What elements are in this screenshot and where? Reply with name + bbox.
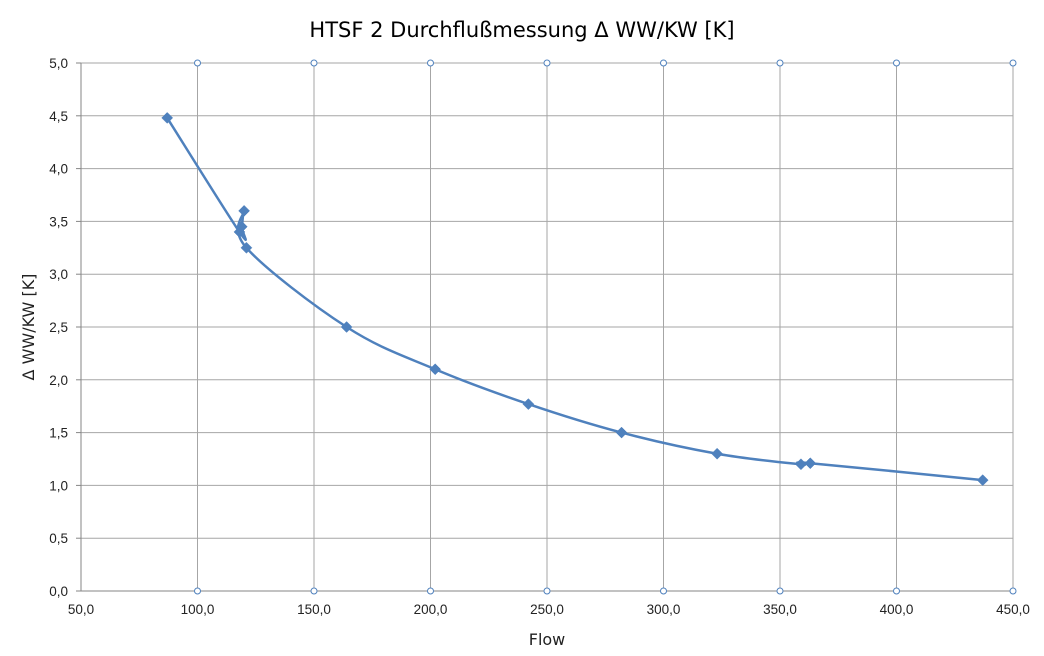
x-tick-label: 450,0	[996, 602, 1030, 617]
x-axis-title: Flow	[529, 630, 566, 649]
gridline-end-marker	[1009, 59, 1017, 67]
y-tick-label: 3,0	[49, 267, 68, 282]
data-point-marker	[795, 458, 807, 471]
x-tick-labels: 50,0 100,0 150,0 200,0 250,0 300,0 350,0 400,0 4…	[68, 602, 1030, 617]
gridline-end-marker	[660, 59, 667, 67]
y-tick-labels: 0,0 0,5 1,0 1,5 2,0 2,5 3,0 3,5 4,0 4,5 5,0	[49, 56, 68, 599]
gridline-end-marker	[1009, 587, 1017, 595]
data-point-marker	[804, 457, 817, 470]
chart-title: HTSF 2 Durchflußmessung Δ WW/KW [K]	[309, 18, 734, 42]
x-tick-label: 250,0	[530, 602, 564, 617]
y-tick-label: 4,0	[49, 162, 68, 177]
data-point-marker	[429, 363, 442, 376]
data-point-marker	[238, 204, 250, 217]
y-tick-label: 1,0	[49, 478, 68, 493]
data-point-marker	[240, 241, 253, 254]
gridline-end-marker	[543, 587, 551, 595]
gridline-end-marker	[427, 587, 434, 595]
x-tick-label: 400,0	[880, 602, 914, 617]
grid	[81, 62, 1014, 591]
gridline-end-marker	[310, 59, 318, 67]
x-tick-label: 200,0	[414, 602, 448, 617]
data-point-marker	[711, 447, 723, 460]
data-point-marker	[340, 321, 353, 333]
x-tick-label: 100,0	[181, 602, 215, 617]
data-series	[161, 112, 989, 486]
gridline-end-marker	[893, 59, 900, 67]
gridline-end-marker	[427, 59, 434, 67]
y-tick-label: 2,0	[49, 373, 68, 388]
data-point-marker	[235, 220, 248, 233]
data-point-marker	[161, 112, 174, 124]
x-tick-label: 150,0	[297, 602, 331, 617]
y-axis-title: Δ WW/KW [K]	[19, 274, 38, 381]
gridline-end-marker	[776, 59, 784, 67]
x-tick-label: 50,0	[68, 602, 94, 617]
gridline-end-marker	[543, 59, 551, 67]
gridline-end-marker	[660, 587, 667, 595]
gridline-end-marker	[893, 587, 900, 595]
y-tick-label: 2,5	[49, 320, 68, 335]
y-tick-label: 0,0	[49, 584, 68, 599]
data-point-marker	[976, 474, 989, 486]
y-tick-label: 1,5	[49, 426, 68, 441]
series-line	[165, 116, 984, 482]
gridline-end-marker	[194, 59, 201, 67]
y-tick-label: 5,0	[49, 56, 68, 71]
axes	[76, 59, 1017, 595]
x-tick-label: 300,0	[647, 602, 681, 617]
y-tick-label: 0,5	[49, 531, 68, 546]
gridline-end-marker	[194, 587, 201, 595]
y-tick-label: 3,5	[49, 214, 68, 229]
x-tick-label: 350,0	[763, 602, 797, 617]
data-point-marker	[522, 398, 535, 410]
gridline-end-marker	[310, 587, 318, 595]
y-tick-label: 4,5	[49, 109, 68, 124]
data-point-marker	[615, 426, 628, 439]
gridline-end-marker	[776, 587, 784, 595]
